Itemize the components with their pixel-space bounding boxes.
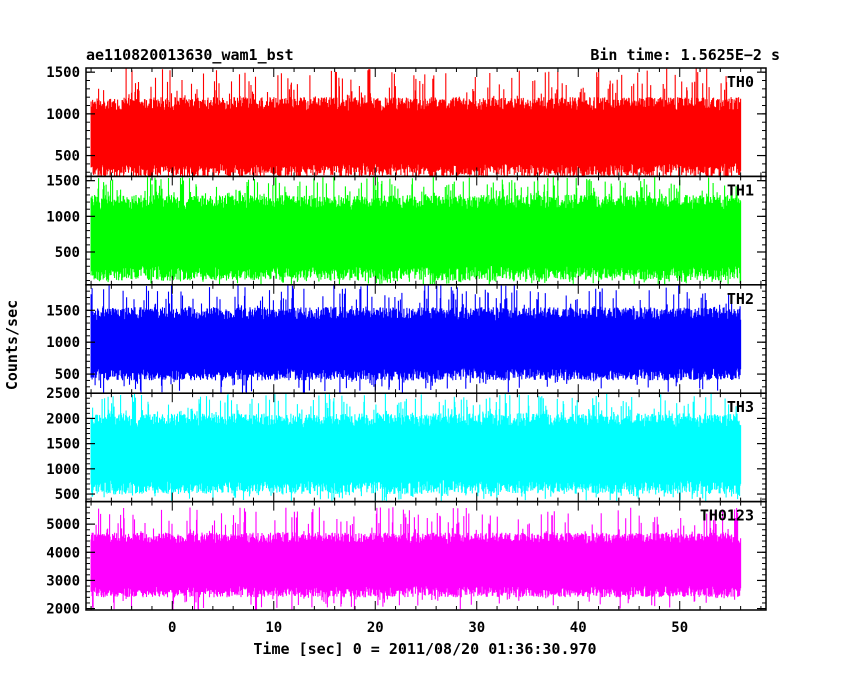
x-tick-label: 50 (671, 620, 688, 636)
y-tick-label: 500 (55, 487, 80, 503)
series-th0123 (90, 507, 742, 610)
y-axis-label: Counts/sec (3, 300, 21, 390)
y-tick-label: 3000 (46, 573, 80, 589)
y-tick-label: 1000 (46, 209, 80, 225)
x-axis-label: Time [sec] 0 = 2011/08/20 01:36:30.970 (253, 640, 596, 658)
panel-th1: 500 1000 1500 TH1 (46, 174, 767, 286)
panel-label: TH0 (727, 73, 754, 91)
chart-title-left: ae110820013630_wam1_bst (86, 46, 294, 64)
panel-th3: 500 1000 1500 2000 2500 TH3 (46, 386, 767, 503)
y-tick-label: 2000 (46, 602, 80, 618)
x-tick-label: 0 (168, 620, 176, 636)
y-tick-label: 1500 (46, 65, 80, 81)
panel-label: TH3 (727, 398, 754, 416)
y-tick-label: 2000 (46, 411, 80, 427)
y-tick-label: 1500 (46, 174, 80, 190)
y-tick-label: 500 (55, 245, 80, 261)
x-axis: 0 10 20 30 40 50 (168, 620, 688, 636)
chart-title-right: Bin time: 1.5625E−2 s (590, 46, 780, 64)
panel-label: TH1 (727, 181, 754, 199)
y-tick-label: 500 (55, 149, 80, 165)
x-tick-label: 40 (570, 620, 587, 636)
x-tick-label: 10 (265, 620, 282, 636)
y-tick-label: 500 (55, 367, 80, 383)
series-th1 (90, 176, 742, 285)
panel-th0: 500 1000 1500 TH0 (46, 65, 767, 178)
y-tick-label: 2500 (46, 386, 80, 402)
x-tick-label: 30 (468, 620, 485, 636)
panel-label: TH0123 (700, 507, 754, 525)
panel-frame (85, 500, 767, 611)
series-th2 (90, 284, 742, 394)
panels-group: 500 1000 1500 TH0 500 1000 1500 TH1 500 1000 1500 T… (46, 65, 767, 618)
series-th0 (90, 68, 742, 177)
x-tick-label: 20 (367, 620, 384, 636)
y-tick-label: 1000 (46, 462, 80, 478)
panel-th2: 500 1000 1500 TH2 (46, 284, 767, 394)
panel-label: TH2 (727, 290, 754, 308)
y-tick-label: 1500 (46, 303, 80, 319)
series-th3 (90, 393, 742, 502)
y-tick-label: 1000 (46, 335, 80, 351)
y-tick-label: 5000 (46, 517, 80, 533)
panel-th0123: 2000 3000 4000 5000 TH0123 (46, 500, 767, 618)
y-tick-label: 1500 (46, 437, 80, 453)
y-tick-label: 1000 (46, 107, 80, 123)
y-tick-label: 4000 (46, 545, 80, 561)
